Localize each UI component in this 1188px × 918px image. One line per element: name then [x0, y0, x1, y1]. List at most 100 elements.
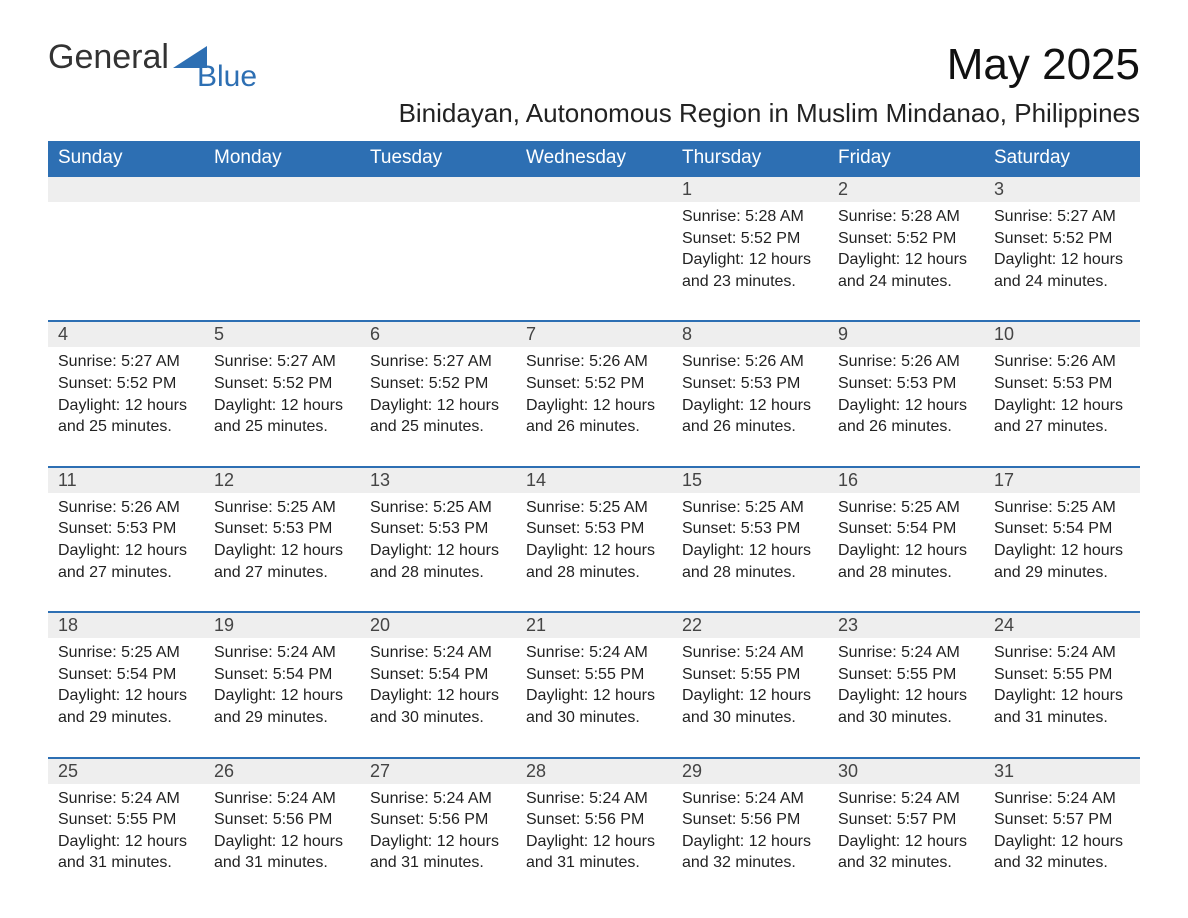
sunset-line: Sunset: 5:54 PM	[370, 664, 506, 686]
day-number-cell: 4	[48, 321, 204, 347]
day-number: 22	[682, 615, 702, 635]
day-content-cell: Sunrise: 5:24 AMSunset: 5:56 PMDaylight:…	[204, 784, 360, 902]
sunset-line: Sunset: 5:57 PM	[838, 809, 974, 831]
day-number-cell: 21	[516, 612, 672, 638]
sunrise-line: Sunrise: 5:28 AM	[682, 206, 818, 228]
day-number-cell: 20	[360, 612, 516, 638]
daylight-line: Daylight: 12 hours and 25 minutes.	[214, 395, 350, 438]
day-content-cell: Sunrise: 5:26 AMSunset: 5:52 PMDaylight:…	[516, 347, 672, 466]
day-number: 6	[370, 324, 380, 344]
calendar-content-row: Sunrise: 5:25 AMSunset: 5:54 PMDaylight:…	[48, 638, 1140, 757]
day-number: 27	[370, 761, 390, 781]
day-content-cell: Sunrise: 5:24 AMSunset: 5:54 PMDaylight:…	[204, 638, 360, 757]
day-content-cell: Sunrise: 5:25 AMSunset: 5:54 PMDaylight:…	[984, 493, 1140, 612]
day-number: 20	[370, 615, 390, 635]
sunset-line: Sunset: 5:53 PM	[58, 518, 194, 540]
sunset-line: Sunset: 5:54 PM	[214, 664, 350, 686]
day-content-cell: Sunrise: 5:25 AMSunset: 5:53 PMDaylight:…	[672, 493, 828, 612]
calendar-table: Sunday Monday Tuesday Wednesday Thursday…	[48, 141, 1140, 902]
day-content-cell: Sunrise: 5:25 AMSunset: 5:53 PMDaylight:…	[204, 493, 360, 612]
sunset-line: Sunset: 5:56 PM	[214, 809, 350, 831]
day-number: 28	[526, 761, 546, 781]
day-content-cell: Sunrise: 5:24 AMSunset: 5:55 PMDaylight:…	[828, 638, 984, 757]
day-number: 14	[526, 470, 546, 490]
daylight-line: Daylight: 12 hours and 29 minutes.	[58, 685, 194, 728]
daylight-line: Daylight: 12 hours and 28 minutes.	[526, 540, 662, 583]
sunset-line: Sunset: 5:54 PM	[58, 664, 194, 686]
day-number-cell: 23	[828, 612, 984, 638]
day-content-cell	[360, 202, 516, 321]
location-subtitle: Binidayan, Autonomous Region in Muslim M…	[48, 98, 1140, 129]
daylight-line: Daylight: 12 hours and 27 minutes.	[214, 540, 350, 583]
sunset-line: Sunset: 5:53 PM	[370, 518, 506, 540]
day-number-cell	[204, 176, 360, 202]
day-number: 24	[994, 615, 1014, 635]
day-number-cell	[360, 176, 516, 202]
day-number-cell: 25	[48, 758, 204, 784]
day-content-cell: Sunrise: 5:24 AMSunset: 5:55 PMDaylight:…	[984, 638, 1140, 757]
sunset-line: Sunset: 5:57 PM	[994, 809, 1130, 831]
day-number-cell: 13	[360, 467, 516, 493]
day-number-cell: 3	[984, 176, 1140, 202]
day-number: 7	[526, 324, 536, 344]
sunset-line: Sunset: 5:52 PM	[682, 228, 818, 250]
day-content-cell: Sunrise: 5:27 AMSunset: 5:52 PMDaylight:…	[204, 347, 360, 466]
day-content-cell: Sunrise: 5:26 AMSunset: 5:53 PMDaylight:…	[828, 347, 984, 466]
sunset-line: Sunset: 5:54 PM	[994, 518, 1130, 540]
daylight-line: Daylight: 12 hours and 28 minutes.	[838, 540, 974, 583]
day-header: Thursday	[672, 141, 828, 176]
sunrise-line: Sunrise: 5:24 AM	[526, 788, 662, 810]
day-content-cell	[204, 202, 360, 321]
day-number-cell	[48, 176, 204, 202]
sunset-line: Sunset: 5:55 PM	[682, 664, 818, 686]
sunrise-line: Sunrise: 5:27 AM	[58, 351, 194, 373]
day-content-cell: Sunrise: 5:24 AMSunset: 5:56 PMDaylight:…	[672, 784, 828, 902]
sunrise-line: Sunrise: 5:25 AM	[682, 497, 818, 519]
day-number: 30	[838, 761, 858, 781]
day-header: Monday	[204, 141, 360, 176]
calendar-content-row: Sunrise: 5:27 AMSunset: 5:52 PMDaylight:…	[48, 347, 1140, 466]
day-number-cell: 7	[516, 321, 672, 347]
day-number-cell: 22	[672, 612, 828, 638]
day-number-cell: 27	[360, 758, 516, 784]
daylight-line: Daylight: 12 hours and 24 minutes.	[838, 249, 974, 292]
day-number-cell	[516, 176, 672, 202]
daylight-line: Daylight: 12 hours and 25 minutes.	[58, 395, 194, 438]
day-number-cell: 19	[204, 612, 360, 638]
day-number-cell: 1	[672, 176, 828, 202]
day-content-cell: Sunrise: 5:24 AMSunset: 5:57 PMDaylight:…	[828, 784, 984, 902]
daylight-line: Daylight: 12 hours and 27 minutes.	[994, 395, 1130, 438]
sunrise-line: Sunrise: 5:24 AM	[214, 788, 350, 810]
sunset-line: Sunset: 5:53 PM	[682, 373, 818, 395]
sunset-line: Sunset: 5:55 PM	[526, 664, 662, 686]
sunrise-line: Sunrise: 5:27 AM	[214, 351, 350, 373]
calendar-header-row: Sunday Monday Tuesday Wednesday Thursday…	[48, 141, 1140, 176]
daylight-line: Daylight: 12 hours and 25 minutes.	[370, 395, 506, 438]
day-number: 13	[370, 470, 390, 490]
day-number: 11	[58, 470, 77, 490]
day-number: 8	[682, 324, 692, 344]
sunrise-line: Sunrise: 5:24 AM	[214, 642, 350, 664]
daylight-line: Daylight: 12 hours and 24 minutes.	[994, 249, 1130, 292]
day-number: 9	[838, 324, 848, 344]
sunrise-line: Sunrise: 5:26 AM	[526, 351, 662, 373]
calendar-daynum-row: 18192021222324	[48, 612, 1140, 638]
sunrise-line: Sunrise: 5:25 AM	[526, 497, 662, 519]
day-content-cell: Sunrise: 5:28 AMSunset: 5:52 PMDaylight:…	[672, 202, 828, 321]
day-number: 10	[994, 324, 1014, 344]
sunrise-line: Sunrise: 5:24 AM	[838, 642, 974, 664]
day-number: 5	[214, 324, 224, 344]
day-number-cell: 15	[672, 467, 828, 493]
sunset-line: Sunset: 5:56 PM	[526, 809, 662, 831]
sunset-line: Sunset: 5:52 PM	[214, 373, 350, 395]
day-content-cell: Sunrise: 5:27 AMSunset: 5:52 PMDaylight:…	[984, 202, 1140, 321]
day-content-cell: Sunrise: 5:25 AMSunset: 5:54 PMDaylight:…	[48, 638, 204, 757]
day-content-cell: Sunrise: 5:24 AMSunset: 5:57 PMDaylight:…	[984, 784, 1140, 902]
daylight-line: Daylight: 12 hours and 32 minutes.	[838, 831, 974, 874]
day-number-cell: 24	[984, 612, 1140, 638]
sunrise-line: Sunrise: 5:27 AM	[370, 351, 506, 373]
day-content-cell	[48, 202, 204, 321]
daylight-line: Daylight: 12 hours and 28 minutes.	[370, 540, 506, 583]
day-content-cell: Sunrise: 5:24 AMSunset: 5:55 PMDaylight:…	[48, 784, 204, 902]
daylight-line: Daylight: 12 hours and 29 minutes.	[214, 685, 350, 728]
